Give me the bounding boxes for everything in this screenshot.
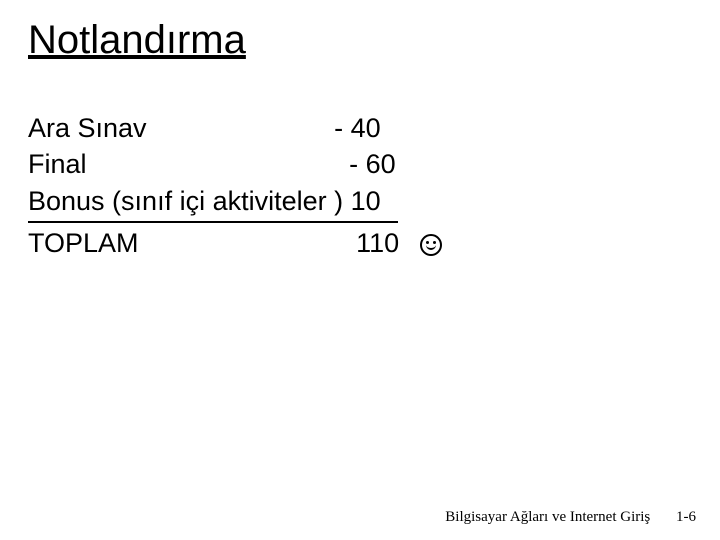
divider-line (28, 221, 398, 223)
grading-block: Ara Sınav - 40 Final - 60 Bonus (sınıf i… (28, 110, 442, 262)
grading-row-midterm: Ara Sınav - 40 (28, 110, 442, 146)
total-value: 110 (356, 228, 399, 258)
footer-page: 1-6 (676, 509, 696, 525)
smiley-icon (420, 234, 442, 256)
row1-value: - 40 (334, 113, 381, 143)
grading-row-total: TOPLAM 110 (28, 225, 442, 261)
slide-footer: Bilgisayar Ağları ve Internet Giriş 1-6 (445, 509, 696, 526)
row2-value: - 60 (349, 149, 396, 179)
row2-label: Final (28, 149, 87, 179)
row1-label: Ara Sınav (28, 113, 147, 143)
slide-title: Notlandırma (28, 18, 246, 63)
grading-row-final: Final - 60 (28, 146, 442, 182)
footer-course: Bilgisayar Ağları ve Internet Giriş (445, 509, 650, 525)
total-label: TOPLAM (28, 228, 139, 258)
grading-row-bonus: Bonus (sınıf içi aktiviteler ) 10 (28, 183, 442, 219)
